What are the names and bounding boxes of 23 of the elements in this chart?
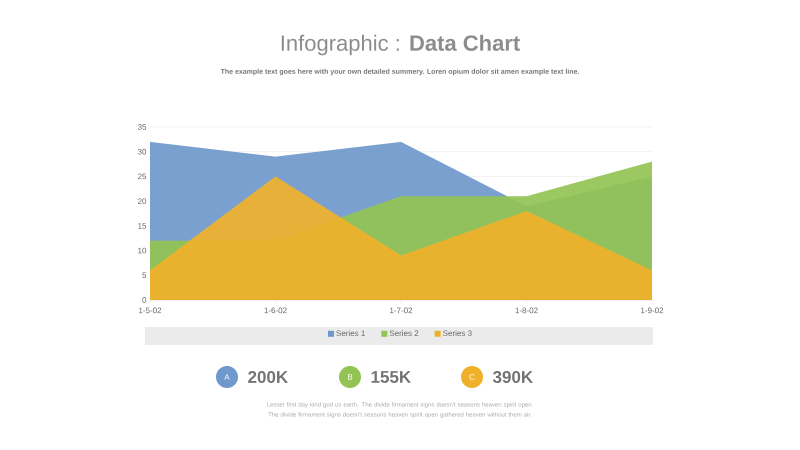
y-tick-label: 35	[138, 124, 146, 130]
legend-label: Series 2	[390, 330, 418, 336]
text: 390K	[492, 370, 534, 384]
y-tick-label: 20	[138, 198, 146, 204]
text: B	[348, 374, 352, 380]
y-tick-label: 5	[142, 272, 146, 278]
y-tick-label: 30	[138, 148, 146, 155]
chart-title: Infographic : Data Chart	[282, 34, 520, 56]
x-tick-label: 1-8-02	[516, 308, 538, 314]
legend-label: Series 1	[336, 330, 365, 336]
x-tick-label: 1-7-02	[390, 308, 412, 314]
x-tick-label: 1-6-02	[264, 308, 287, 314]
y-tick-label: 15	[138, 223, 146, 229]
x-tick-label: 1-9-02	[641, 308, 664, 314]
text: 155K	[372, 371, 412, 383]
x-tick-label: 1-5-02	[139, 308, 162, 314]
text: C	[470, 374, 475, 380]
y-tick-label: 25	[138, 174, 146, 180]
text: 200K	[248, 370, 288, 384]
text: A	[224, 374, 230, 380]
y-tick-label: 10	[138, 248, 146, 254]
y-tick-label: 0	[142, 297, 146, 303]
legend-label: Series 3	[443, 330, 472, 336]
